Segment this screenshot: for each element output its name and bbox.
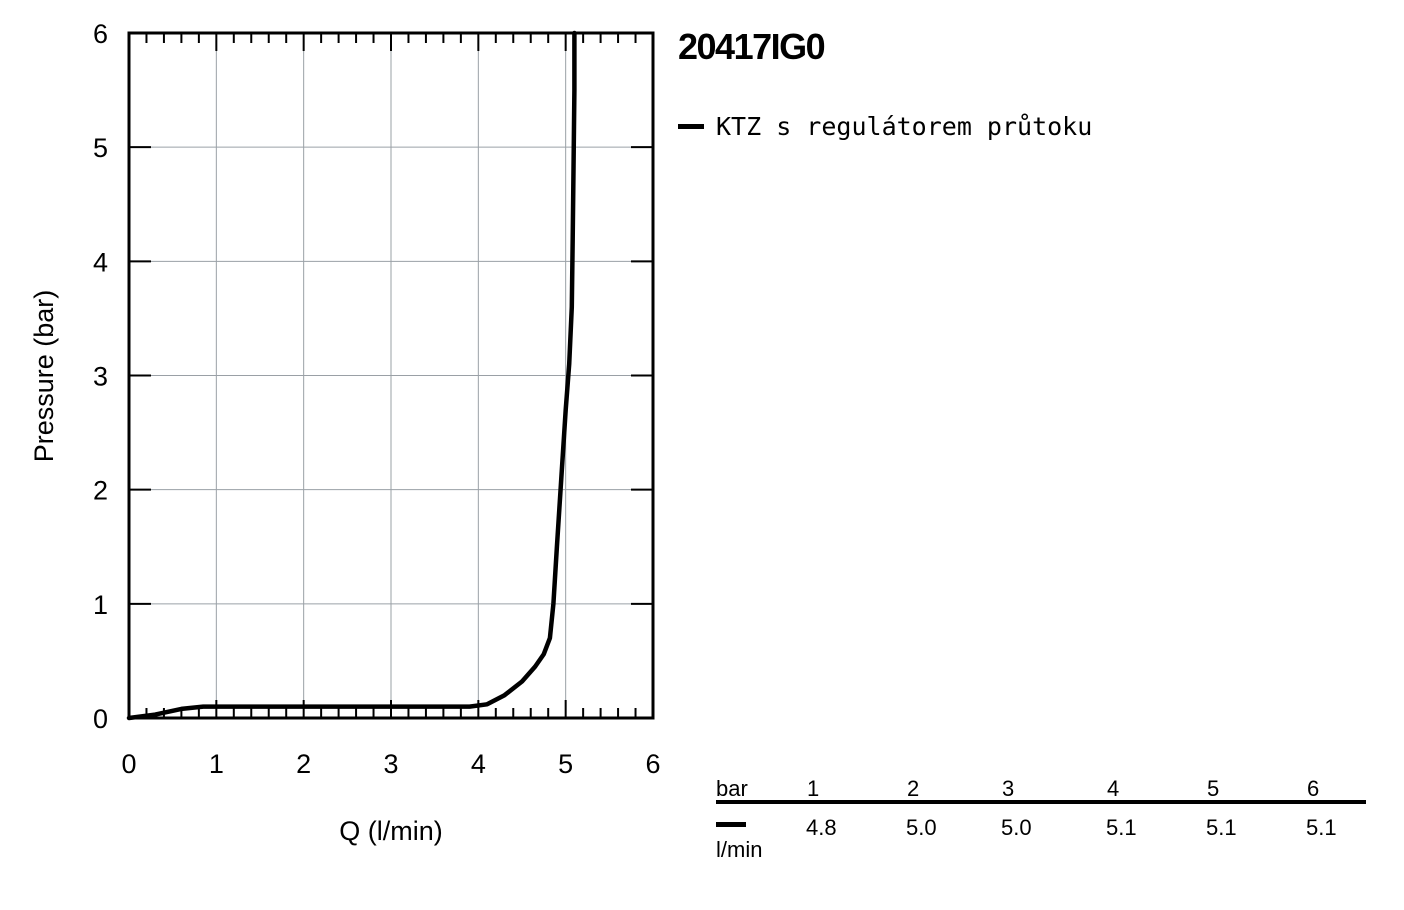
y-axis-label: Pressure (bar)	[29, 290, 59, 463]
x-tick-label: 0	[121, 749, 136, 779]
table-unit-label: l/min	[716, 837, 763, 862]
series-layer	[126, 30, 577, 721]
table-pressure-2: 2	[907, 776, 920, 801]
y-tick-label: 2	[93, 476, 108, 506]
y-tick-label: 3	[93, 362, 108, 392]
legend-swatch	[678, 123, 704, 129]
x-tick-label: 6	[645, 749, 660, 779]
chart-title: 20417IG0	[678, 26, 826, 67]
flow-table: bar 1 2 3 4 5 6 4.8 5.0 5.0 5.1 5.1 5.1 …	[716, 774, 1366, 864]
table-pressure-6: 6	[1307, 776, 1320, 801]
y-tick-label: 5	[93, 133, 108, 163]
y-tick-labels: 0 1 2 3 4 5 6	[93, 19, 108, 734]
x-tick-label: 4	[471, 749, 486, 779]
table-pressure-3: 3	[1002, 776, 1015, 801]
table-flow-5: 5.1	[1206, 815, 1237, 840]
y-tick-label: 0	[93, 704, 108, 734]
x-tick-label: 1	[209, 749, 224, 779]
table-pressure-5: 5	[1207, 776, 1220, 801]
x-axis-label: Q (l/min)	[339, 816, 443, 846]
table-pressure-1: 1	[807, 776, 820, 801]
legend: KTZ s regulátorem průtoku	[678, 110, 1092, 142]
x-tick-label: 3	[383, 749, 398, 779]
series-line	[126, 30, 577, 721]
y-tick-label: 6	[93, 19, 108, 49]
table-header-label: bar	[716, 776, 748, 801]
chart-grid	[129, 33, 653, 718]
y-tick-label: 1	[93, 590, 108, 620]
table-pressure-4: 4	[1107, 776, 1120, 801]
table-flow-6: 5.1	[1306, 815, 1337, 840]
table-flow-1: 4.8	[806, 815, 837, 840]
table-flow-4: 5.1	[1106, 815, 1137, 840]
table-flow-3: 5.0	[1001, 815, 1032, 840]
x-tick-label: 2	[296, 749, 311, 779]
x-tick-labels: 0 1 2 3 4 5 6	[121, 749, 660, 779]
x-tick-label: 5	[558, 749, 573, 779]
table-series-swatch	[716, 822, 746, 827]
legend-label: KTZ s regulátorem průtoku	[716, 111, 1093, 141]
y-tick-label: 4	[93, 247, 108, 277]
table-flow-2: 5.0	[906, 815, 937, 840]
table-rule	[716, 800, 1366, 804]
